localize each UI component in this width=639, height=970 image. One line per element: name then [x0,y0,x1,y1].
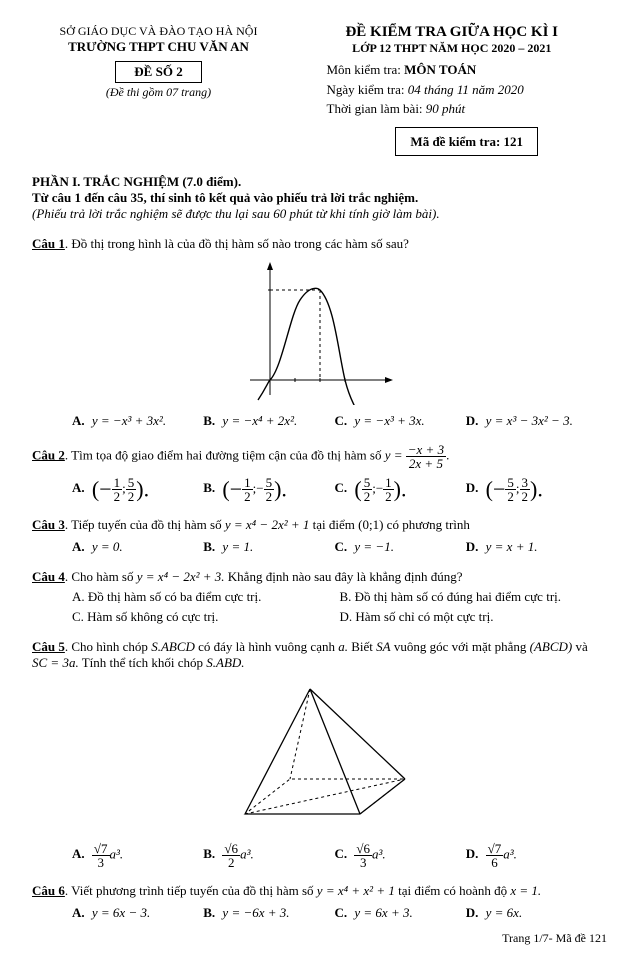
q4-A: Đồ thị hàm số có ba điểm cực trị. [88,589,261,604]
svg-text:O: O [262,383,270,395]
q4-D: Hàm số chỉ có một cực trị. [355,609,493,624]
q6-D: y = 6x. [486,905,523,920]
page-footer: Trang 1/7- Mã đề 121 [32,931,607,946]
svg-text:A: A [235,812,244,826]
q3-B: y = 1. [222,539,253,554]
time: 90 phút [426,101,465,116]
question-3: Câu 3. Tiếp tuyến của đồ thị hàm số y = … [32,517,607,555]
section1-title: PHẦN I. TRẮC NGHIỆM (7.0 điểm). [32,174,607,190]
svg-text:y: y [273,263,279,275]
q3-text2: tại điểm [313,517,355,532]
q1-D: y = x³ − 3x² − 3. [486,413,573,428]
date-label: Ngày kiểm tra: [327,82,405,97]
q5-text2: có đáy là hình vuông cạnh [198,639,335,654]
q5-plane: (ABCD) [530,639,573,654]
class-year: LỚP 12 THPT NĂM HỌC 2020 – 2021 [297,41,608,56]
header-left: SỞ GIÁO DỤC VÀ ĐÀO TẠO HÀ NỘI TRƯỜNG THP… [32,24,285,100]
q6-A: y = 6x − 3. [92,905,150,920]
pages-note: (Đề thi gồm 07 trang) [32,85,285,100]
q6-answers: A. y = 6x − 3. B. y = −6x + 3. C. y = 6x… [32,905,607,921]
q3-D: y = x + 1. [486,539,538,554]
header-right: ĐỀ KIỂM TRA GIỮA HỌC KÌ I LỚP 12 THPT NĂ… [297,24,608,156]
q2-num: −x + 3 [406,443,446,457]
q5-solid: S.ABCD [151,639,195,654]
q6-C: y = 6x + 3. [354,905,412,920]
question-5: Câu 5. Cho hình chóp S.ABCD có đáy là hì… [32,639,607,869]
q5-solid2: S.ABD. [206,655,244,670]
svg-text:D: D [279,764,289,778]
q4-eq: y = x⁴ − 2x² + 3. [137,569,225,584]
svg-text:C: C [408,770,417,784]
q1-text: . Đồ thị trong hình là của đồ thị hàm số… [65,236,409,251]
q2-den: 2x + 5 [406,457,446,470]
svg-text:4: 4 [260,284,266,296]
svg-text:1: 1 [292,383,298,395]
exam-code-box: Mã đề kiểm tra: 121 [395,127,538,157]
q4-answers2: C. Hàm số không có cực trị. D. Hàm số ch… [32,609,607,625]
q3-C: y = −1. [354,539,394,554]
q5-text6: Tính thể tích khối chóp [82,655,203,670]
q6-label: Câu 6 [32,883,65,898]
q4-B: Đồ thị hàm số có đúng hai điểm cực trị. [355,589,561,604]
q2-answers: A. (−12;52). B. (−12;−52). C. (52;−12). … [32,476,607,503]
section1-instruction: Từ câu 1 đến câu 35, thí sinh tô kết quả… [32,190,607,206]
q3-answers: A. y = 0. B. y = 1. C. y = −1. D. y = x … [32,539,607,555]
q4-text2: Khẳng định nào sau đây là khẳng định đún… [228,569,463,584]
school: TRƯỜNG THPT CHU VĂN AN [32,39,285,55]
q5-text4: vuông góc với mặt phẳng [394,639,527,654]
exam-title: ĐỀ KIỂM TRA GIỮA HỌC KÌ I [297,24,608,41]
q3-text1: . Tiếp tuyến của đồ thị hàm số [65,517,222,532]
q6-eq: y = x⁴ + x² + 1 [317,883,395,898]
q5-sc: SC = 3a. [32,655,79,670]
q3-text3: có phương trình [387,517,470,532]
deso-box: ĐỀ SỐ 2 [115,61,201,83]
svg-text:B: B [358,814,366,828]
date: 04 tháng 11 năm 2020 [408,82,524,97]
q6-text1: . Viết phương trình tiếp tuyến của đồ th… [65,883,314,898]
q1-graph: O 1 2 3 4 x y [32,260,607,405]
q5-text3: Biết [351,639,373,654]
q5-sa: SA [376,639,390,654]
q4-text1: . Cho hàm số [65,569,134,584]
q1-B: y = −x⁴ + 2x². [222,413,297,428]
q5-text5: và [575,639,587,654]
q6-text2: tại điểm có hoành độ [398,883,507,898]
section1-note: (Phiếu trả lời trắc nghiệm sẽ được thu l… [32,206,607,222]
q1-A: y = −x³ + 3x². [92,413,166,428]
time-label: Thời gian làm bài: [327,101,423,116]
q5-label: Câu 5 [32,639,65,654]
q5-answers: A. √73a³. B. √62a³. C. √63a³. D. √76a³. [32,842,607,869]
question-6: Câu 6. Viết phương trình tiếp tuyến của … [32,883,607,921]
q3-eq: y = x⁴ − 2x² + 1 [225,517,310,532]
q2-text: . Tìm tọa độ giao điểm hai đường tiệm cậ… [65,447,382,462]
svg-text:S: S [308,679,314,690]
q4-answers: A. Đồ thị hàm số có ba điểm cực trị. B. … [32,589,607,605]
q5-a: a. [338,639,348,654]
q3-label: Câu 3 [32,517,65,532]
q5-figure: S A B C D [32,679,607,834]
q2-y: y = [385,447,403,462]
q4-C: Hàm số không có cực trị. [87,609,218,624]
q1-answers: A. y = −x³ + 3x². B. y = −x⁴ + 2x². C. y… [32,413,607,429]
svg-text:2: 2 [317,383,323,395]
question-4: Câu 4. Cho hàm số y = x⁴ − 2x² + 3. Khẳn… [32,569,607,625]
question-2: Câu 2. Tìm tọa độ giao điểm hai đường ti… [32,443,607,503]
q6-x: x = 1. [510,883,541,898]
q2-dot: . [446,447,449,462]
subject-label: Môn kiểm tra: [327,62,401,77]
question-1: Câu 1. Đồ thị trong hình là của đồ thị h… [32,236,607,429]
q3-A: y = 0. [92,539,123,554]
header: SỞ GIÁO DỤC VÀ ĐÀO TẠO HÀ NỘI TRƯỜNG THP… [32,24,607,156]
q6-B: y = −6x + 3. [222,905,289,920]
q5-text1: . Cho hình chóp [65,639,148,654]
ministry: SỞ GIÁO DỤC VÀ ĐÀO TẠO HÀ NỘI [32,24,285,39]
subject: MÔN TOÁN [404,62,476,77]
q3-pt: (0;1) [358,517,383,532]
q1-C: y = −x³ + 3x. [354,413,424,428]
svg-text:x: x [387,381,393,393]
exam-meta: Môn kiểm tra: MÔN TOÁN Ngày kiểm tra: 04… [327,60,608,156]
q4-label: Câu 4 [32,569,65,584]
q1-label: Câu 1 [32,236,65,251]
q2-label: Câu 2 [32,447,65,462]
